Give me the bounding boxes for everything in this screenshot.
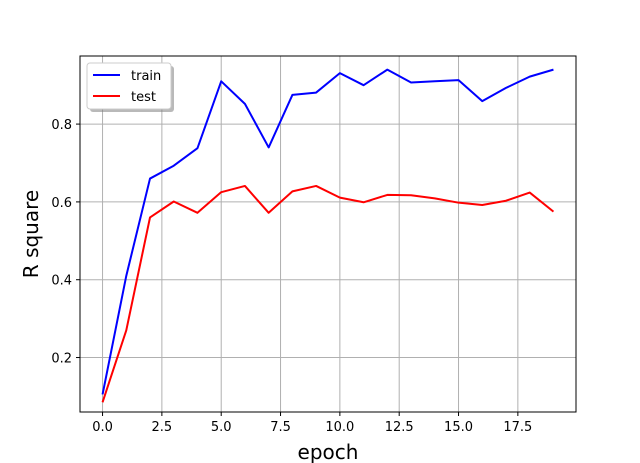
x-tick-label: 10.0 — [325, 420, 354, 435]
axis-ticks: 0.0 2.5 5.0 7.5 10.0 12.5 15.0 17.5 0.2 0.4 0.6 0.8 — [51, 118, 532, 435]
x-tick-label: 7.5 — [270, 420, 291, 435]
x-axis-label: epoch — [298, 440, 359, 463]
series-line-test — [101, 184, 555, 403]
series-line-train — [101, 68, 554, 395]
series-lines — [101, 68, 555, 403]
legend: train test — [86, 62, 174, 112]
x-tick-label: 5.0 — [211, 420, 232, 435]
legend-label-train: train — [131, 69, 161, 84]
x-tick-label: 2.5 — [152, 420, 173, 435]
legend-label-test: test — [131, 90, 156, 105]
y-tick-label: 0.6 — [51, 196, 72, 211]
y-axis-label: R square — [19, 190, 43, 278]
plot-frame — [79, 55, 577, 413]
x-tick-label: 15.0 — [444, 420, 473, 435]
y-tick-label: 0.8 — [51, 118, 72, 133]
x-tick-label: 12.5 — [385, 420, 414, 435]
x-tick-label: 17.5 — [503, 420, 532, 435]
y-tick-label: 0.2 — [51, 352, 72, 367]
plot-area — [80, 56, 576, 412]
x-tick-label: 0.0 — [92, 420, 113, 435]
y-tick-label: 0.4 — [51, 274, 72, 289]
grid — [80, 56, 576, 412]
